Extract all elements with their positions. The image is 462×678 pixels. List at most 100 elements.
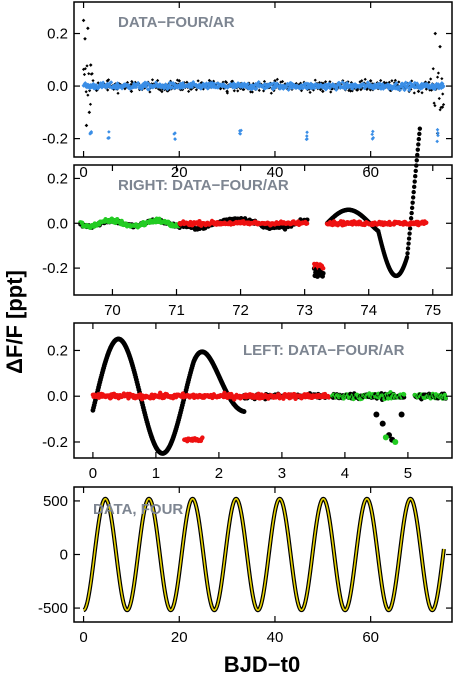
panel-3-marks bbox=[90, 336, 448, 456]
data-point bbox=[225, 91, 230, 95]
data-point bbox=[412, 91, 416, 95]
data-point bbox=[382, 80, 386, 84]
data-point bbox=[299, 81, 303, 85]
data-point bbox=[273, 79, 277, 83]
dip-point bbox=[370, 137, 375, 141]
y-tick-label: 0.0 bbox=[47, 215, 68, 232]
data-point bbox=[441, 102, 446, 107]
x-tick-label: 71 bbox=[168, 302, 185, 319]
dip-point bbox=[305, 130, 309, 135]
ar-point bbox=[397, 87, 402, 92]
x-tick-label: 72 bbox=[232, 302, 249, 319]
data-point bbox=[379, 78, 383, 83]
data-point bbox=[87, 110, 92, 115]
data-point bbox=[407, 231, 412, 236]
data-point bbox=[385, 81, 389, 85]
panel-2: 70 71 72 73 74 75 -0.2 0.0 0.2 RIGHT: DATA−FOUR/… bbox=[42, 126, 453, 319]
data-point bbox=[413, 174, 418, 179]
data-point bbox=[194, 88, 198, 92]
ar-point bbox=[256, 79, 261, 84]
panel-1-annotation: DATA−FOUR/AR bbox=[118, 14, 235, 31]
data-point bbox=[257, 88, 261, 92]
data-point bbox=[410, 200, 415, 205]
data-point bbox=[411, 189, 416, 195]
data-point bbox=[294, 81, 298, 86]
data-point bbox=[409, 205, 415, 211]
data-point bbox=[368, 79, 373, 83]
data-point bbox=[379, 420, 386, 427]
data-point bbox=[129, 89, 134, 94]
y-tick-label: 500 bbox=[43, 493, 68, 510]
data-point bbox=[177, 79, 182, 83]
ar-point bbox=[109, 80, 114, 85]
data-point bbox=[330, 87, 335, 91]
dip-point bbox=[436, 131, 440, 135]
data-point bbox=[225, 89, 229, 94]
data-point bbox=[398, 411, 405, 418]
x-tick-label: 40 bbox=[267, 629, 284, 646]
ar-point bbox=[401, 392, 407, 397]
x-tick-label: 3 bbox=[278, 465, 286, 482]
y-tick-label: 0 bbox=[60, 547, 68, 564]
y-tick-label: -0.2 bbox=[42, 260, 68, 277]
x-tick-label: 75 bbox=[424, 302, 441, 319]
data-point bbox=[87, 72, 91, 76]
data-point bbox=[416, 89, 421, 94]
data-point bbox=[429, 77, 433, 81]
x-tick-label: 5 bbox=[404, 465, 412, 482]
data-point bbox=[412, 179, 417, 184]
x-tick-label: 74 bbox=[360, 302, 377, 319]
ar-point bbox=[252, 82, 257, 87]
ar-point bbox=[326, 395, 331, 400]
data-point bbox=[349, 81, 354, 85]
data-point bbox=[405, 251, 410, 256]
data-point bbox=[334, 82, 338, 87]
ar-point bbox=[443, 395, 448, 401]
data-point bbox=[441, 92, 445, 96]
panel-4-annotation: DATA, FOUR bbox=[93, 501, 183, 518]
data-point bbox=[365, 87, 369, 92]
panel-3-annotation: LEFT: DATA−FOUR/AR bbox=[243, 342, 405, 359]
data-point bbox=[308, 90, 312, 94]
dip-point bbox=[435, 127, 440, 132]
data-point bbox=[392, 81, 397, 85]
data-point bbox=[438, 44, 442, 49]
data-point bbox=[431, 67, 435, 71]
x-tick-label: 2 bbox=[215, 465, 223, 482]
panel-2-marks bbox=[78, 126, 429, 279]
ar-point bbox=[414, 85, 419, 90]
data-point bbox=[412, 184, 417, 190]
data-point bbox=[406, 236, 412, 241]
y-tick-label: -0.2 bbox=[42, 434, 68, 451]
data-point bbox=[433, 103, 437, 108]
ar-point bbox=[441, 84, 446, 89]
dip-point bbox=[370, 132, 374, 137]
data-point bbox=[158, 88, 162, 92]
data-point bbox=[407, 226, 413, 231]
data-point bbox=[90, 72, 94, 76]
data-point bbox=[373, 411, 380, 418]
x-tick-label: 0 bbox=[79, 629, 87, 646]
data-point bbox=[313, 78, 317, 82]
panel-4-marks bbox=[82, 496, 446, 613]
data-point bbox=[416, 136, 422, 142]
data-point bbox=[417, 131, 422, 137]
ar-point bbox=[80, 220, 85, 226]
data-point bbox=[383, 81, 387, 85]
data-point bbox=[389, 88, 393, 93]
y-axis-label: ΔF/F [ppt] bbox=[2, 270, 27, 374]
ar-point bbox=[342, 81, 347, 86]
data-point bbox=[387, 80, 391, 84]
x-tick-label: 1 bbox=[152, 465, 160, 482]
fourier-fit-curve bbox=[83, 497, 445, 612]
dip-point bbox=[237, 129, 242, 133]
data-point bbox=[236, 89, 240, 93]
panel-3: 0 1 2 3 4 5 -0.2 0.0 0.2 LEFT: DATA−FOUR/AR bbox=[42, 322, 453, 482]
y-tick-label: 0.0 bbox=[47, 78, 68, 95]
data-point bbox=[82, 72, 87, 77]
panel-3-frame bbox=[73, 322, 453, 459]
data-point bbox=[187, 89, 191, 93]
dip-point bbox=[89, 131, 94, 135]
data-point bbox=[83, 67, 87, 71]
